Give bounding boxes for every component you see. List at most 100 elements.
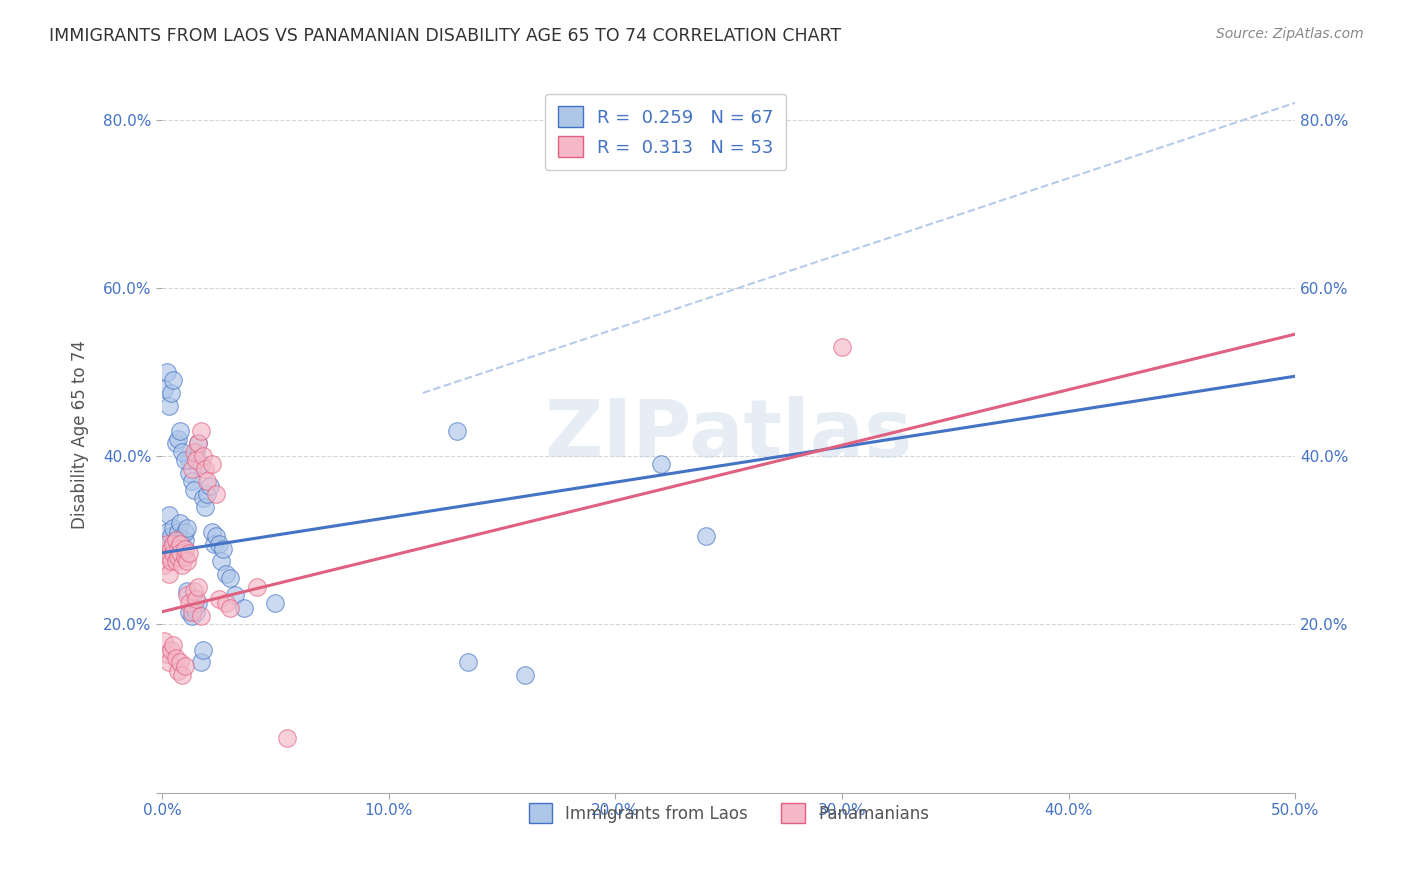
Point [179,546,201,560]
Point [157,566,180,581]
Point [165,651,187,665]
Point [165,533,187,548]
Point [205,487,228,501]
Point [155,524,177,539]
Point [180,461,202,475]
Point [173,453,195,467]
Point [191,491,214,505]
Point [157,399,180,413]
Point [169,537,191,551]
Point [157,508,180,522]
Point [190,458,212,472]
Point [167,432,190,446]
Point [183,600,205,615]
Point [190,609,212,624]
Point [169,655,191,669]
Point [184,453,207,467]
Point [264,596,287,610]
Point [176,554,198,568]
Point [180,475,202,489]
Point [162,537,184,551]
Point [153,382,176,396]
Point [160,550,183,565]
Point [212,541,235,556]
Point [165,436,187,450]
Point [160,386,183,401]
Point [153,634,176,648]
Point [160,642,183,657]
Point [153,558,176,573]
Point [191,642,214,657]
Point [183,583,205,598]
Point [457,655,479,669]
Point [198,478,221,492]
Point [169,516,191,531]
Point [219,571,242,585]
Point [180,609,202,624]
Point [214,596,236,610]
Point [187,596,209,610]
Point [208,592,231,607]
Point [184,605,207,619]
Point [162,520,184,534]
Point [187,580,209,594]
Point [184,445,207,459]
Legend: Immigrants from Laos, Panamanians: Immigrants from Laos, Panamanians [517,792,941,834]
Point [176,583,198,598]
Point [650,458,672,472]
Point [162,546,184,560]
Point [167,541,190,556]
Point [173,524,195,539]
Point [155,647,177,661]
Point [831,340,853,354]
Point [160,529,183,543]
Point [167,537,190,551]
Point [605,150,627,164]
Point [232,600,254,615]
Point [179,605,201,619]
Point [695,529,717,543]
Point [183,445,205,459]
Point [169,546,191,560]
Point [155,537,177,551]
Point [176,588,198,602]
Point [276,731,298,745]
Point [172,668,194,682]
Point [201,524,224,539]
Point [190,424,212,438]
Point [172,546,194,560]
Point [155,541,177,556]
Point [157,550,180,565]
Point [176,520,198,534]
Point [165,533,187,548]
Point [165,554,187,568]
Point [187,436,209,450]
Point [162,373,184,387]
Text: ZIPatlas: ZIPatlas [544,396,912,474]
Text: IMMIGRANTS FROM LAOS VS PANAMANIAN DISABILITY AGE 65 TO 74 CORRELATION CHART: IMMIGRANTS FROM LAOS VS PANAMANIAN DISAB… [49,27,841,45]
Point [155,546,177,560]
Point [246,580,269,594]
Point [190,655,212,669]
Point [179,596,201,610]
Point [172,445,194,459]
Point [162,639,184,653]
Point [157,537,180,551]
Point [195,475,218,489]
Point [209,554,232,568]
Point [160,541,183,556]
Point [165,546,187,560]
Point [208,537,231,551]
Point [214,566,236,581]
Point [219,600,242,615]
Text: Source: ZipAtlas.com: Source: ZipAtlas.com [1216,27,1364,41]
Point [224,588,246,602]
Point [180,605,202,619]
Point [172,537,194,551]
Point [179,466,201,480]
Point [191,449,214,463]
Point [173,541,195,556]
Point [187,436,209,450]
Point [173,659,195,673]
Point [160,554,183,568]
